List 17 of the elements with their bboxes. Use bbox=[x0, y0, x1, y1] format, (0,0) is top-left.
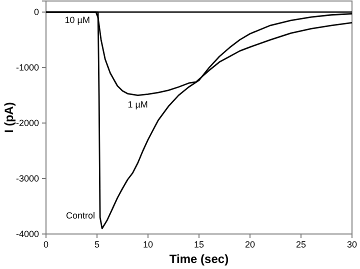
y-tick-label: -1000 bbox=[16, 62, 39, 72]
x-axis-title: Time (sec) bbox=[169, 252, 229, 266]
y-axis-title: I (pA) bbox=[2, 102, 16, 133]
x-tick-label: 0 bbox=[43, 239, 49, 250]
y-tick-label: 0 bbox=[34, 6, 39, 17]
x-tick-label: 10 bbox=[142, 239, 154, 250]
series-label: Control bbox=[66, 210, 96, 220]
x-tick-label: 20 bbox=[244, 239, 256, 250]
x-tick-label: 25 bbox=[296, 239, 306, 250]
y-tick-label: -4000 bbox=[16, 228, 39, 239]
series-label: 10 µM bbox=[64, 15, 90, 26]
series-label: 1 µM bbox=[128, 99, 148, 110]
y-tick-label: -3000 bbox=[16, 173, 39, 184]
x-tick-label: 15 bbox=[194, 239, 204, 250]
x-tick-label: 30 bbox=[346, 239, 358, 250]
x-tick-label: 5 bbox=[94, 239, 100, 250]
y-tick-label: -2000 bbox=[16, 118, 39, 128]
